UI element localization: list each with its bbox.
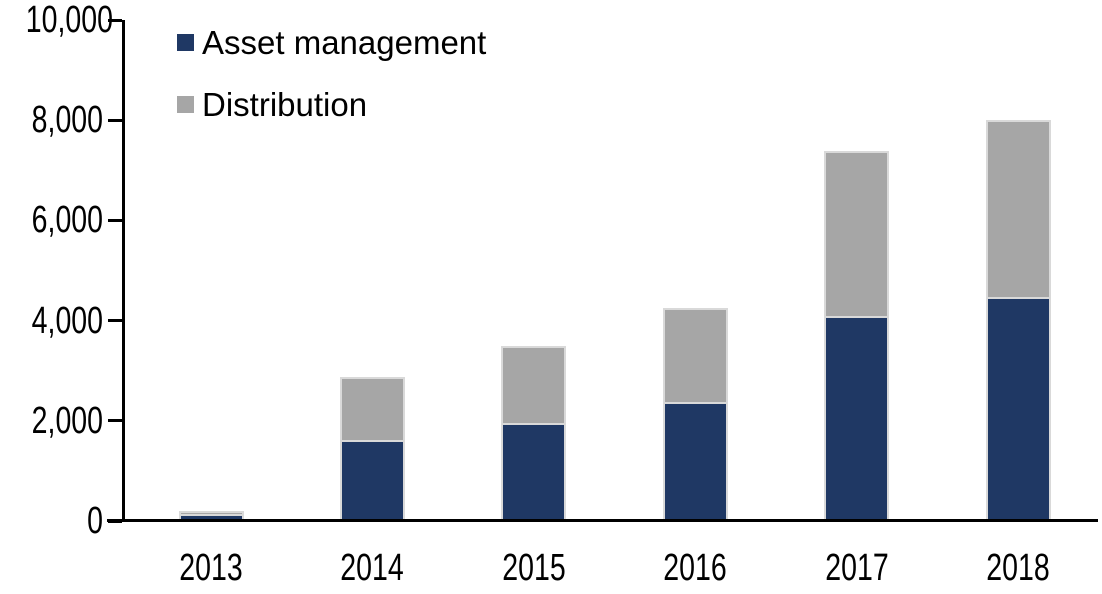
y-axis-line [122,20,125,522]
bar-segment-asset-management[interactable] [824,318,890,521]
bar-2018[interactable] [985,120,1051,521]
y-axis-tick-label: 2,000 [31,399,103,442]
y-axis-tick [108,419,122,423]
x-axis-line [107,519,1098,522]
y-axis-tick [108,319,122,323]
bar-segment-asset-management[interactable] [662,404,728,521]
asset-management-swatch-icon [177,33,194,51]
y-axis-tick-label: 6,000 [31,199,103,242]
bar-2017[interactable] [824,151,890,521]
bar-segment-distribution[interactable] [501,345,567,425]
y-axis-tick [108,218,122,222]
bar-segment-asset-management[interactable] [985,299,1051,521]
y-axis-tick-label: 0 [87,500,103,542]
bar-2013[interactable] [178,510,244,521]
y-axis-tick-label: 4,000 [31,299,103,342]
bar-2014[interactable] [339,377,405,521]
legend-item-distribution[interactable]: Distribution [177,88,486,121]
distribution-swatch-icon [177,95,194,113]
x-axis-label-2013: 2013 [179,547,243,589]
x-axis-label-2018: 2018 [986,547,1050,589]
bar-segment-distribution[interactable] [178,510,244,516]
legend-item-asset-management[interactable]: Asset management [177,26,486,59]
bar-segment-distribution[interactable] [824,151,890,319]
x-axis-label-2014: 2014 [340,547,405,589]
x-axis-label-2015: 2015 [502,547,566,589]
x-axis-label-2016: 2016 [663,547,727,589]
bar-segment-asset-management[interactable] [178,515,244,521]
bar-segment-distribution[interactable] [662,308,728,405]
legend-label-distribution: Distribution [202,85,368,123]
y-axis-tick-label: 10,000 [25,0,113,41]
legend: Asset management Distribution [177,26,486,155]
bar-segment-distribution[interactable] [339,377,405,443]
x-axis-label-2017: 2017 [824,547,889,589]
bar-segment-distribution[interactable] [985,120,1051,300]
bar-segment-asset-management[interactable] [339,442,405,521]
bar-segment-asset-management[interactable] [501,424,567,521]
bar-2015[interactable] [501,345,567,521]
y-axis-tick [108,18,122,22]
legend-label-asset-management: Asset management [202,23,487,61]
y-axis-tick-label: 8,000 [31,99,103,142]
bar-2016[interactable] [662,308,728,521]
y-axis-tick [108,118,122,122]
